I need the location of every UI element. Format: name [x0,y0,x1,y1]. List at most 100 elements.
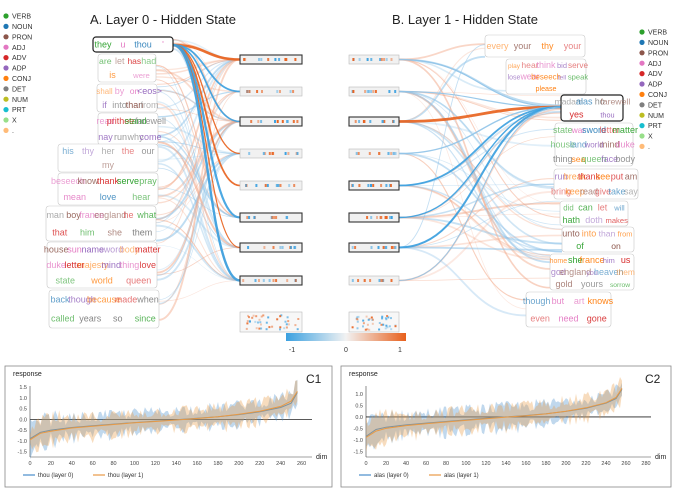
panel_b-cluster-word: thy [541,41,554,51]
hidden-state-matrix-cell [284,320,287,323]
hidden-state-cell [379,58,382,61]
panel_b-cluster-word: god [551,267,566,277]
panel_b-cluster-word: please [536,85,557,93]
panel_b-cluster-word: your [564,41,582,51]
hidden-state-cell [354,120,357,123]
hidden-state-cell [385,216,388,219]
panel_b-cluster-word: read [580,187,598,197]
panel_a-cluster-word: come [139,132,161,142]
hidden-state-cell [243,58,246,61]
hidden-state-matrix-cell [351,326,354,329]
panel_a-cluster-word: farewell [135,116,166,126]
panel_b-cluster-word: state [553,125,573,135]
series-band [366,382,622,450]
x-tick-label: 260 [297,461,306,467]
panel_b-cluster-word: alas [576,97,593,107]
panel_b-cluster-word: can [578,202,593,212]
highlight-flow-link [398,105,562,123]
flow-link [157,125,241,155]
hidden-state-matrix-cell [255,327,258,330]
panel_a-cluster-word: than [126,100,144,110]
panel_a-cluster-box [46,241,158,289]
hidden-state-cell [284,58,287,61]
hidden-state-cell [351,279,354,282]
chart-legend-label: thou (layer 0) [38,473,73,479]
x-tick-label: 220 [581,461,590,467]
panel_a-cluster-word: house [44,245,69,255]
x-tick-label: 0 [28,461,31,467]
hidden-state-matrix-cell [246,320,249,323]
hidden-state-cell [287,152,290,155]
hidden-state-row [239,212,303,223]
hidden-state-matrix-cell [258,327,261,330]
hidden-state-cell [294,279,297,282]
hidden-state-matrix-cell [285,323,288,326]
hidden-state-matrix-cell [381,315,384,318]
panel_b-cluster-word: say [624,187,638,197]
panel_a-cluster-box [92,36,174,53]
hidden-state-cell [387,152,390,155]
panel_a-cluster-word: man [46,210,64,220]
pos-legend-dot [3,13,9,19]
hidden-state-matrix-cell [286,316,289,319]
hidden-state-cell [284,152,287,155]
flow-link [398,120,551,260]
panel_b-cluster-word: makes [606,216,629,225]
hidden-state-cell [262,279,265,282]
panel_a-cluster-word: though [68,295,96,305]
panel_b-cluster-word: him [603,256,615,265]
hidden-state-cell [275,279,278,282]
pos-legend-label: NUM [12,97,28,104]
hidden-state-matrix-cell [279,328,281,331]
pos-legend-dot [639,60,645,66]
hidden-state-cell [290,246,292,249]
panel_a-cluster-word: world [90,275,113,285]
hidden-state-cell [388,90,391,93]
x-tick-label: 240 [601,461,610,467]
y-axis-label: response [13,371,42,378]
hidden-state-matrix-cell [365,315,368,318]
hidden-state-cell [383,120,386,123]
hidden-state-matrix-cell [260,327,263,330]
hidden-state-cell [381,279,384,282]
panel_a-cluster-word: when [136,295,159,305]
panel_b-cluster-word: doth [585,215,603,225]
hidden-state-cell [387,152,390,155]
panel_b-cluster-word: madam [555,97,583,107]
panel_a-cluster-word: let [115,56,125,66]
x-tick-label: 280 [641,461,650,467]
x-tick-label: 180 [213,461,222,467]
hidden-state-matrix-cell [255,315,258,318]
panel_b-cluster-word: gold [555,279,572,289]
panel_a-cluster-word: were [132,71,150,80]
panel_a-cluster-word: my [102,160,114,170]
pos-legend-label: ADP [648,82,663,89]
hidden-state-cell [288,184,291,187]
hidden-state-cell [369,279,372,282]
pos-legend-label: ADV [12,55,27,62]
panel_a-cluster-word: serve [117,176,139,186]
hidden-state-matrix-cell [356,316,358,319]
hidden-state-row [239,180,303,191]
hidden-state-row [239,275,303,286]
x-tick-label: 240 [276,461,285,467]
chart-c1: C1 response dim 1.5 1.0 0.5 0.0 -0.5 -1.0 -1.50 20… [4,365,333,488]
hidden-state-matrix-cell [268,326,271,329]
flow-link [398,90,551,257]
panel_b-cluster-word: need [558,313,578,323]
panel_b-cluster-word: see [596,172,611,182]
panel_b-cluster-word: house [551,140,576,150]
hidden-state-matrix-cell [371,322,374,325]
flow-link [398,47,486,123]
hidden-state-matrix-cell [371,318,374,321]
panel_a-cluster-word: back [50,295,70,305]
pos-legend-label: . [12,128,14,135]
hidden-state-cell [390,58,393,61]
pos-legend-label: ADJ [12,45,25,52]
hidden-state-cell [370,216,373,219]
hidden-state-cell [268,152,271,155]
hidden-state-matrix-cell [385,318,388,321]
flow-link [398,178,555,249]
panel_a-cluster-word: he [123,210,133,220]
